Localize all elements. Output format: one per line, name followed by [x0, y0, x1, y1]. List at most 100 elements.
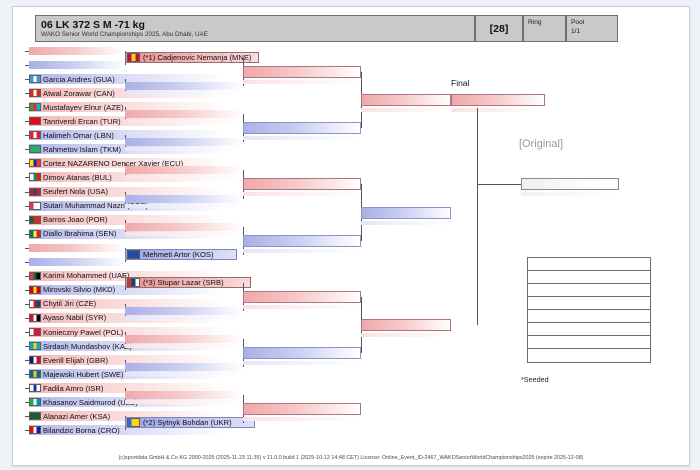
results-table-row[interactable]: [528, 284, 650, 297]
athlete-name: Barros Joao (POR): [43, 215, 108, 225]
seeded-note: *Seeded: [521, 375, 549, 384]
round2-slot-10: [125, 306, 243, 315]
flag-icon: [29, 145, 41, 154]
athlete-row[interactable]: Bilandzic Borna (CRO): [29, 425, 225, 436]
round1-slot-16: [29, 257, 125, 266]
athlete-name: Mirovski Silvio (MKD): [43, 285, 116, 295]
athlete-name: Majewski Hubert (SWE): [43, 369, 124, 379]
athlete-row[interactable]: Halimeh Omar (LBN): [29, 130, 225, 141]
athlete-row[interactable]: Chytil Jiri (CZE): [29, 298, 225, 309]
round1-stub-8: [25, 149, 29, 151]
flag-icon: [127, 249, 140, 259]
flag-icon: [29, 187, 41, 196]
athlete-row[interactable]: Karimi Mohammed (UAE): [29, 270, 225, 281]
flag-icon: [29, 328, 41, 336]
round2-shadow-7: [125, 231, 243, 236]
athlete-name: Everill Elijah (GBR): [43, 355, 108, 365]
round2-shadow-11: [125, 344, 243, 349]
round1-stub-15: [25, 247, 29, 249]
round1-stub-1: [25, 51, 29, 52]
round1-stub-17: [25, 275, 29, 277]
round2-slot-13: [125, 391, 243, 400]
athlete-row[interactable]: Seufert Nola (USA): [29, 186, 225, 197]
final-shadow: [451, 108, 545, 113]
round1-stub-25: [25, 388, 29, 390]
athlete-name: Chytil Jiri (CZE): [43, 299, 97, 309]
seeded-athlete-chip[interactable]: (*3) Stupar Lazar (SRB): [125, 276, 251, 288]
flag-icon: [29, 103, 41, 112]
round1-stub-9: [25, 163, 29, 165]
round1-slot-2: [29, 61, 125, 70]
results-table-row[interactable]: [528, 258, 650, 271]
athlete-name: Atwal Zorawar (CAN): [43, 88, 115, 98]
flag-icon: [29, 426, 41, 435]
athlete-row[interactable]: Garcia Andres (GUA): [29, 74, 225, 85]
round3-shadow-1: [243, 80, 361, 85]
flag-icon: [29, 313, 41, 322]
flag-icon: [29, 342, 41, 351]
athlete-name: Ayaso Nabil (SYR): [43, 313, 107, 323]
results-table-row[interactable]: [528, 336, 650, 349]
round2-slot-4: [125, 138, 243, 147]
athlete-name: Alanazi Amer (KSA): [43, 411, 111, 421]
athlete-row[interactable]: Fadila Amro (ISR): [29, 383, 225, 394]
original-label: [Original]: [519, 138, 564, 151]
flag-icon: [29, 299, 41, 308]
round2-shadow-12: [125, 372, 243, 377]
round1-stub-26: [25, 402, 29, 404]
round1-stub-28: [25, 430, 29, 432]
results-table-row[interactable]: [528, 323, 650, 336]
round2-shadow-4: [125, 147, 243, 152]
round1-stub-22: [25, 346, 29, 348]
seeded-athlete-name: (*2) Sytnyk Bohdan (UKR): [143, 418, 232, 428]
seeded-athlete-name: Mehmeti Artor (KOS): [143, 249, 214, 259]
seeded-athlete-chip[interactable]: (*1) Cadjenovic Nemanja (MNE): [125, 52, 259, 64]
seeded-athlete-name: (*1) Cadjenovic Nemanja (MNE): [143, 53, 252, 63]
round1-stub-20: [25, 317, 29, 319]
flag-icon: [29, 384, 41, 393]
semifinal-shadow-1: [361, 108, 451, 113]
athlete-name: Dimov Atanas (BUL): [43, 172, 112, 182]
athlete-row[interactable]: Konieczny Pawel (POL): [29, 327, 225, 337]
athlete-name: Konieczny Pawel (POL): [43, 327, 124, 337]
flag-icon: [29, 370, 41, 379]
athlete-row[interactable]: Alanazi Amer (KSA): [29, 411, 225, 422]
round3-shadow-2: [243, 136, 361, 141]
athlete-row[interactable]: Everill Elijah (GBR): [29, 355, 225, 366]
results-table-row[interactable]: [528, 349, 650, 362]
results-table-row[interactable]: [528, 297, 650, 310]
athlete-row[interactable]: Cortez NAZARENO Dencer Xavier (ECU): [29, 158, 225, 169]
round3-shadow-6: [243, 361, 361, 366]
athlete-row[interactable]: Mirovski Silvio (MKD): [29, 284, 225, 295]
round1-stub-11: [25, 191, 29, 193]
pool-box: Pool 1/1: [566, 15, 618, 42]
flag-icon: [29, 201, 41, 210]
round3-slot-7: [243, 403, 361, 416]
athlete-name: Bilandzic Borna (CRO): [43, 425, 120, 435]
athlete-row[interactable]: Barros Joao (POR): [29, 214, 225, 225]
seeded-athlete-chip[interactable]: Mehmeti Artor (KOS): [125, 248, 237, 260]
flag-icon: [127, 53, 140, 63]
seeded-athlete-name: (*3) Stupar Lazar (SRB): [143, 277, 224, 287]
results-table-row[interactable]: [528, 310, 650, 323]
flag-icon: [29, 89, 41, 98]
round2-shadow-5: [125, 175, 243, 180]
round3-slot-3: [243, 178, 361, 191]
round2-shadow-6: [125, 203, 243, 208]
seeded-athlete-chip[interactable]: (*2) Sytnyk Bohdan (UKR): [125, 417, 255, 429]
flag-icon: [29, 412, 41, 421]
flag-icon: [29, 229, 41, 238]
flag-icon: [29, 117, 41, 126]
round1-stub-2: [25, 65, 29, 67]
round2-shadow-10: [125, 315, 243, 320]
round2-slot-12: [125, 363, 243, 372]
athlete-name: Sirdash Mundashov (KAZ): [43, 341, 133, 351]
athlete-row[interactable]: Mustafayev Elnur (AZE): [29, 102, 225, 113]
event-subtitle: WAKO Senior World Championships 2025, Ab…: [41, 30, 208, 38]
athlete-name: Diallo Ibrahima (SEN): [43, 229, 117, 239]
results-table-row[interactable]: [528, 271, 650, 284]
semifinal-slot-2: [361, 206, 451, 219]
athlete-name: Tanriverdi Ercan (TUR): [43, 116, 121, 126]
flag-icon: [29, 75, 41, 84]
pool-label: Pool: [571, 19, 585, 26]
